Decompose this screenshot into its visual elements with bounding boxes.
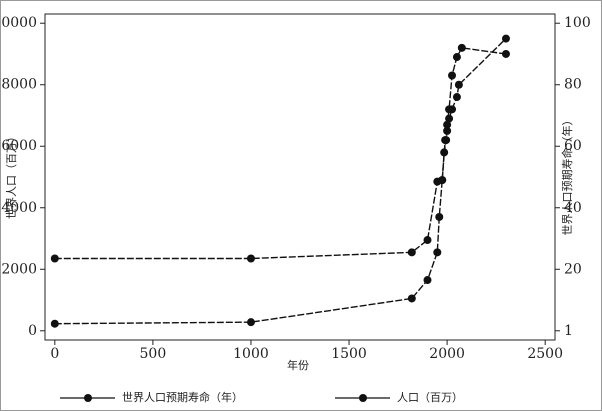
legend-marker xyxy=(84,394,92,402)
y2-axis-label: 世界人口预期寿命（年） xyxy=(560,115,574,236)
legend-marker xyxy=(359,394,367,402)
y-tick-label: 10000 xyxy=(0,15,37,31)
y-tick-label: 2000 xyxy=(1,261,37,277)
point xyxy=(501,34,510,43)
point xyxy=(454,80,463,89)
point xyxy=(50,319,59,328)
point xyxy=(443,120,452,129)
point xyxy=(448,71,457,80)
y2-tick-label: 60 xyxy=(564,138,582,154)
x-tick-label: 500 xyxy=(140,346,167,362)
point xyxy=(501,49,510,58)
point xyxy=(246,318,255,327)
series-line xyxy=(54,38,507,260)
point xyxy=(435,212,444,221)
point xyxy=(452,53,461,62)
point xyxy=(457,43,466,52)
point xyxy=(438,176,447,185)
point xyxy=(445,105,454,114)
x-tick-label: 2500 xyxy=(527,346,563,362)
legend-label: 人口（百万） xyxy=(397,391,463,404)
point xyxy=(423,276,432,285)
point xyxy=(246,254,255,263)
x-tick-label: 0 xyxy=(50,346,59,362)
y-tick-label: 6000 xyxy=(1,138,37,154)
point xyxy=(443,126,452,135)
point xyxy=(440,148,449,157)
legend-label: 世界人口预期寿命（年） xyxy=(122,390,243,404)
x-tick-label: 1500 xyxy=(331,346,367,362)
x-axis-label: 年份 xyxy=(287,358,309,372)
y-tick-label: 4000 xyxy=(1,200,37,216)
y2-tick-label: 40 xyxy=(564,200,582,216)
point xyxy=(433,248,442,257)
point xyxy=(452,93,461,102)
series-line xyxy=(54,47,507,325)
point xyxy=(441,136,450,145)
y2-tick-label: 1 xyxy=(564,323,573,339)
y-tick-label: 8000 xyxy=(1,77,37,93)
y2-tick-label: 80 xyxy=(564,77,582,93)
y-axis-label: 世界人口（百万） xyxy=(5,131,18,219)
x-tick-label: 1000 xyxy=(233,346,269,362)
plot-frame xyxy=(44,13,556,341)
point xyxy=(423,236,432,245)
point xyxy=(407,294,416,303)
point xyxy=(50,254,59,263)
point xyxy=(407,248,416,257)
y2-tick-label: 100 xyxy=(564,15,591,31)
y2-tick-label: 20 xyxy=(564,261,582,277)
y-tick-label: 0 xyxy=(28,323,37,339)
x-tick-label: 2000 xyxy=(429,346,465,362)
